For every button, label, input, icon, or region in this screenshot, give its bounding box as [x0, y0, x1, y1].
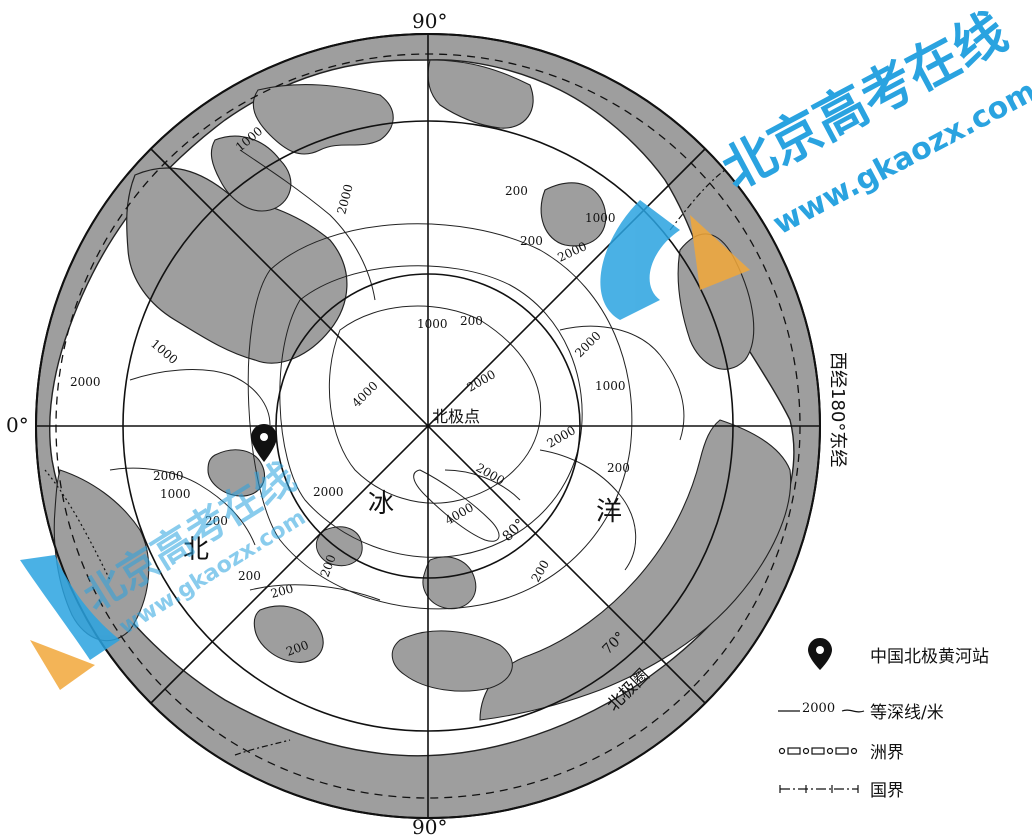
ocean-name-char-2: 冰	[368, 489, 394, 519]
contour-label: 200	[238, 569, 261, 583]
ocean-name-char-1: 北	[183, 535, 209, 565]
label-left-meridian: 0°	[6, 413, 29, 437]
severnaya-zemlya	[422, 556, 477, 610]
north-america-coast	[427, 59, 534, 129]
contour-label: 200	[269, 581, 295, 600]
alaska-region	[540, 182, 607, 247]
contour-label: 2000	[313, 485, 344, 499]
legend-row-country: 国界	[770, 774, 904, 802]
label-right-meridian: 西经180°东经	[827, 352, 848, 467]
station-marker-icon	[770, 638, 870, 670]
legend-label-contour: 等深线/米	[870, 702, 944, 723]
continent-boundary-icon	[770, 736, 870, 764]
legend-label-station: 中国北极黄河站	[870, 646, 989, 667]
label-bottom-meridian: 90°	[412, 815, 447, 838]
legend-label-country: 国界	[870, 780, 904, 801]
canadian-archipelago	[252, 84, 394, 155]
contour-label: 200	[520, 234, 543, 248]
label-north-pole: 北极点	[432, 407, 480, 426]
novaya-zemlya	[253, 605, 324, 663]
contour-label: 2000	[153, 469, 184, 483]
country-boundary-line	[669, 169, 726, 231]
watermark-logo	[20, 200, 750, 690]
country-boundary-line-2	[234, 739, 291, 756]
legend-label-continent: 洲界	[870, 742, 904, 763]
legend-row-continent: 洲界	[770, 736, 904, 764]
contour-label: 1000	[595, 379, 626, 393]
legend-row-station: 中国北极黄河站	[770, 638, 989, 670]
map-border	[35, 33, 821, 819]
contour-label: 200	[460, 314, 483, 328]
contour-label: 200	[505, 184, 528, 198]
ocean-name-char-3: 洋	[596, 497, 622, 527]
contour-label: 200	[607, 461, 630, 475]
contour-label: 200	[205, 514, 228, 528]
taymyr-coast	[391, 630, 513, 692]
legend-row-contour: 2000 等深线/米	[770, 696, 944, 724]
contour-label: 2000	[70, 375, 101, 389]
contour-label: 1000	[160, 487, 191, 501]
siberia-coast	[479, 419, 792, 721]
continent-boundary-line	[44, 469, 111, 581]
yellow-river-station-marker	[251, 424, 277, 462]
legend-contour-sample: 2000	[802, 701, 836, 716]
country-boundary-icon	[770, 774, 870, 802]
depth-contour-icon: 2000	[770, 696, 870, 724]
meridians	[36, 34, 820, 818]
label-top-meridian: 90°	[412, 9, 447, 33]
contour-label: 1000	[417, 317, 448, 331]
contour-label: 1000	[585, 211, 616, 225]
svalbard	[207, 449, 266, 497]
